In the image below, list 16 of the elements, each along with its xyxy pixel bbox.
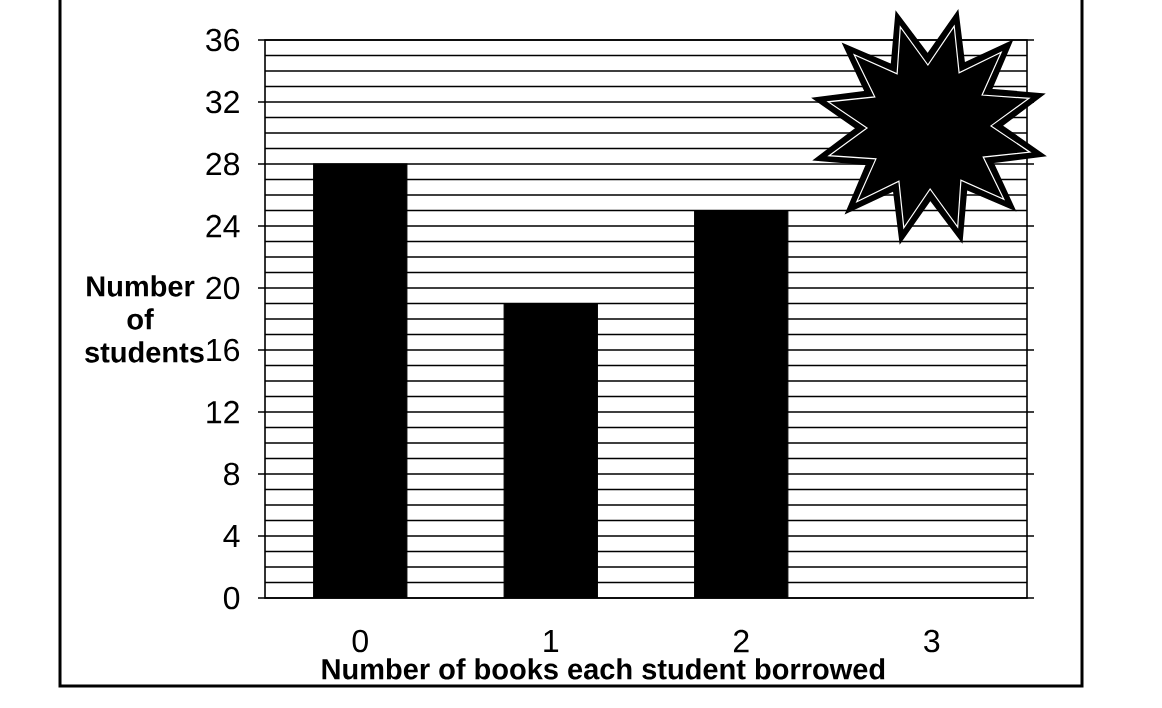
- y-axis-title: Number of students: [85, 275, 204, 363]
- y-tick-label: 32: [206, 90, 239, 114]
- y-tick-label: 20: [206, 276, 240, 300]
- y-tick-label: 24: [206, 214, 240, 238]
- y-tick-label: 0: [223, 586, 240, 610]
- y-tick-label: 12: [207, 400, 239, 424]
- y-tick-label: 28: [206, 152, 240, 176]
- y-tick-label: 8: [224, 462, 240, 486]
- x-tick-label: 2: [733, 629, 749, 653]
- x-axis-title: Number of books each student borrowed: [322, 658, 885, 680]
- y-tick-label: 36: [206, 28, 240, 52]
- x-tick-label: 3: [924, 629, 940, 653]
- x-tick-label: 0: [352, 629, 368, 653]
- x-tick-label: 1: [544, 629, 559, 652]
- y-tick-label: 16: [207, 338, 240, 362]
- y-tick-label: 4: [223, 524, 240, 547]
